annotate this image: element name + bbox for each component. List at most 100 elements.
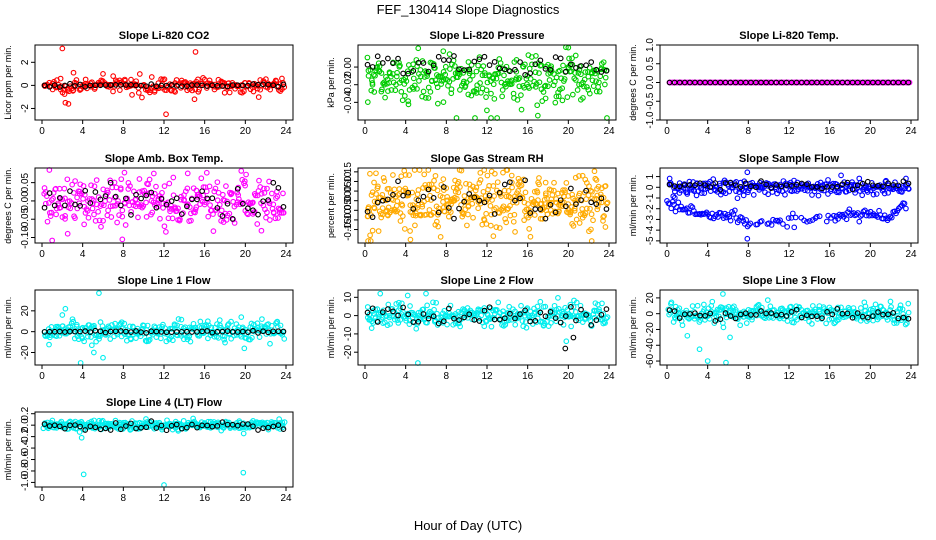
mean-point: [737, 184, 744, 190]
x-tick-label: 24: [603, 249, 615, 260]
data-point: [107, 177, 113, 184]
data-point: [364, 99, 371, 105]
data-point: [418, 73, 424, 80]
data-point: [88, 182, 94, 189]
mean-point: [270, 179, 277, 186]
data-point: [201, 201, 208, 208]
data-point: [767, 303, 774, 310]
data-points: [666, 79, 913, 86]
mean-point: [148, 189, 155, 196]
mean-point: [107, 179, 114, 186]
mean-point: [138, 329, 144, 335]
x-tick-label: 8: [121, 493, 127, 504]
data-point: [135, 214, 141, 221]
mean-point: [517, 59, 523, 65]
data-point: [487, 202, 494, 209]
mean-point: [568, 61, 574, 68]
mean-point: [224, 328, 231, 334]
data-point: [574, 87, 581, 93]
data-point: [569, 191, 575, 198]
data-point: [727, 217, 734, 224]
x-tick-label: 24: [280, 493, 292, 504]
mean-point: [440, 57, 447, 63]
data-point: [590, 311, 597, 318]
mean-point: [128, 212, 134, 218]
data-point: [593, 195, 600, 202]
data-point: [758, 304, 765, 311]
data-point: [122, 222, 129, 228]
data-point: [468, 62, 475, 68]
mean-point: [588, 59, 595, 65]
data-point: [888, 214, 895, 221]
data-point: [376, 208, 383, 215]
figure-title: FEF_130414 Slope Diagnostics: [377, 2, 560, 17]
data-point: [545, 83, 551, 90]
outlier-point: [110, 73, 117, 80]
data-points: [41, 290, 288, 366]
outlier-point: [65, 100, 72, 107]
data-point: [415, 187, 422, 193]
data-point: [64, 230, 71, 237]
data-point: [161, 223, 168, 230]
data-point: [419, 203, 426, 210]
data-point: [407, 228, 413, 234]
data-point: [457, 184, 463, 190]
data-point: [388, 87, 395, 93]
data-point: [88, 334, 94, 340]
outlier-point: [59, 312, 66, 318]
plot-frame: [357, 289, 617, 366]
outlier-point: [279, 75, 285, 82]
mean-point: [56, 194, 63, 201]
mean-point: [517, 311, 523, 317]
mean-point: [461, 67, 467, 73]
x-tick-label: 12: [158, 126, 170, 137]
data-point: [146, 176, 153, 183]
mean-point: [420, 193, 427, 200]
data-point: [553, 74, 560, 81]
data-point: [572, 77, 579, 83]
mean-point: [51, 422, 58, 429]
y-tick-label: 1: [645, 173, 656, 179]
data-point: [249, 334, 255, 341]
outlier-point: [150, 170, 157, 177]
mean-point: [82, 187, 89, 194]
data-point: [476, 179, 483, 186]
data-point: [62, 216, 68, 222]
y-tick-label: -0.5: [645, 92, 656, 110]
x-tick-label: 16: [522, 126, 534, 137]
mean-point: [562, 203, 569, 210]
mean-point: [234, 422, 241, 429]
mean-point: [717, 186, 724, 193]
mean-point: [783, 182, 790, 188]
data-point: [488, 90, 494, 97]
mean-point: [265, 197, 272, 203]
data-point: [444, 321, 450, 328]
data-point: [251, 208, 258, 215]
panel-title: Slope Line 1 Flow: [118, 275, 211, 287]
data-point: [274, 193, 281, 200]
mean-point: [552, 54, 559, 60]
x-tick-label: 4: [80, 249, 86, 260]
mean-point: [173, 195, 180, 202]
x-tick-label: 16: [199, 371, 211, 382]
data-point: [555, 305, 562, 312]
y-tick-label: -0.15: [343, 218, 354, 241]
data-point: [537, 298, 544, 305]
data-point: [897, 204, 904, 210]
data-point: [600, 214, 606, 220]
x-tick-label: 4: [403, 249, 409, 260]
mean-point: [895, 315, 902, 322]
data-point: [456, 320, 462, 327]
data-point: [765, 191, 771, 198]
data-point: [579, 172, 586, 179]
data-point: [823, 218, 830, 225]
data-point: [269, 322, 275, 329]
data-point: [403, 317, 409, 324]
data-point: [512, 229, 518, 235]
mean-point: [864, 178, 871, 185]
mean-point: [245, 205, 251, 212]
data-point: [117, 185, 124, 191]
data-point: [587, 205, 593, 212]
outlier-point: [367, 232, 373, 239]
data-point: [590, 217, 596, 224]
